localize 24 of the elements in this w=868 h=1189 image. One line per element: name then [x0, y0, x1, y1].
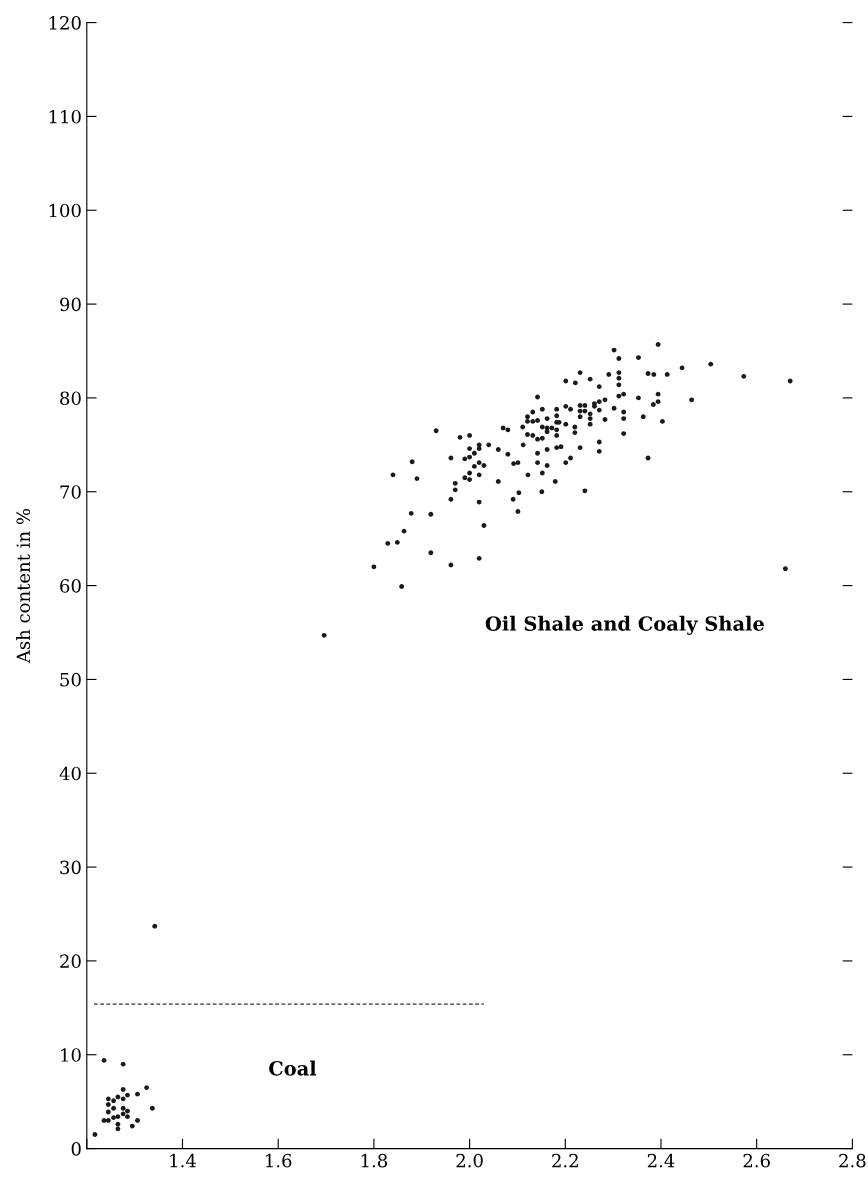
- annotation: Oil Shale and Coaly Shale: [485, 615, 764, 635]
- y-tick-label: 50: [60, 672, 81, 687]
- x-tick-label: 1.6: [266, 1153, 292, 1168]
- x-tick-label: 2.0: [456, 1153, 483, 1168]
- y-tick-label: 90: [60, 297, 81, 312]
- y-tick-label: 30: [60, 860, 81, 875]
- y-axis-title: Ash content in %: [16, 509, 31, 664]
- x-tick-label: 2.8: [839, 1153, 866, 1168]
- annotation: Coal: [269, 1060, 317, 1076]
- y-tick-label: 60: [60, 579, 81, 593]
- y-tick-label: 20: [60, 954, 81, 969]
- y-tick-label: 120: [49, 16, 81, 30]
- y-tick-label: 10: [61, 1048, 81, 1062]
- x-tick-label: 1.8: [361, 1153, 388, 1168]
- x-tick-label: 1.4: [170, 1153, 196, 1168]
- y-tick-label: 110: [49, 109, 81, 124]
- y-tick-label: 100: [49, 203, 81, 218]
- x-tick-label: 2.6: [743, 1153, 770, 1168]
- y-tick-label: 0: [71, 1142, 81, 1156]
- y-tick-label: 80: [60, 391, 81, 406]
- y-tick-label: 40: [59, 766, 81, 781]
- x-tick-label: 2.2: [552, 1153, 578, 1168]
- x-tick-label: 2.4: [647, 1153, 675, 1168]
- y-tick-label: 70: [60, 485, 81, 499]
